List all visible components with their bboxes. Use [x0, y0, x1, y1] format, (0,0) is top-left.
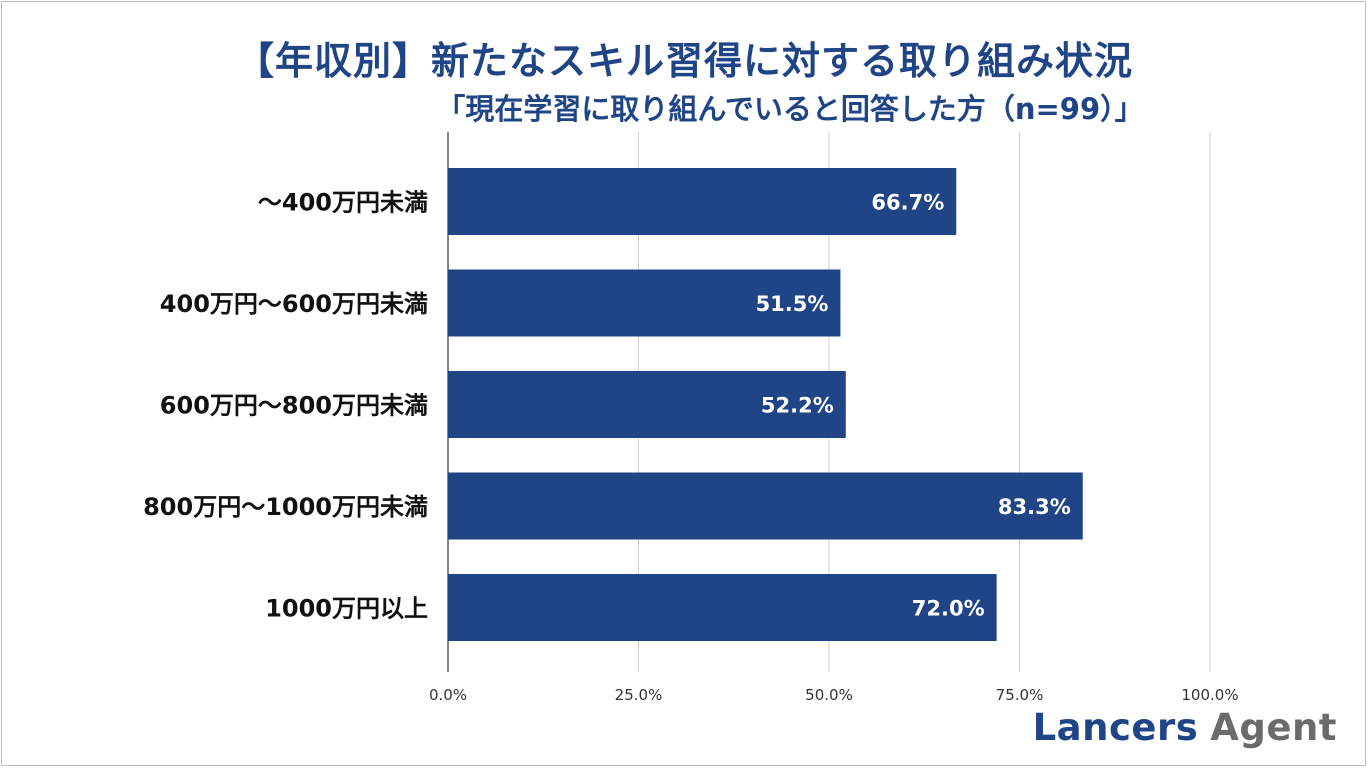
x-tick-label: 25.0% — [615, 686, 663, 704]
category-label: ～400万円未満 — [258, 189, 428, 217]
data-label: 52.2% — [761, 394, 834, 418]
category-label: 600万円～800万円未満 — [160, 392, 428, 420]
data-label: 51.5% — [756, 292, 829, 316]
bar — [448, 371, 846, 438]
x-tick-label: 75.0% — [996, 686, 1044, 704]
lancers-agent-logo: Lancers Agent — [1033, 706, 1337, 749]
x-tick-label: 100.0% — [1181, 686, 1238, 704]
bar — [448, 168, 957, 235]
category-label: 400万円～600万円未満 — [160, 290, 428, 318]
category-label: 1000万円以上 — [265, 595, 428, 623]
chart-subtitle: 「現在学習に取り組んでいると回答した方（n=99）」 — [436, 92, 1144, 126]
bar — [448, 269, 841, 337]
logo-agent-text: Agent — [1210, 706, 1337, 749]
chart-title: 【年収別】新たなスキル習得に対する取り組み状況 — [235, 39, 1133, 83]
logo-brand-text: Lancers — [1032, 706, 1199, 749]
data-label: 83.3% — [998, 495, 1071, 519]
category-label: 800万円～1000万円未満 — [143, 493, 428, 521]
bar — [448, 472, 1083, 540]
bar — [448, 574, 997, 641]
data-label: 72.0% — [912, 597, 985, 621]
data-label: 66.7% — [871, 191, 944, 215]
x-tick-label: 50.0% — [805, 686, 853, 704]
x-tick-label: 0.0% — [429, 686, 467, 704]
